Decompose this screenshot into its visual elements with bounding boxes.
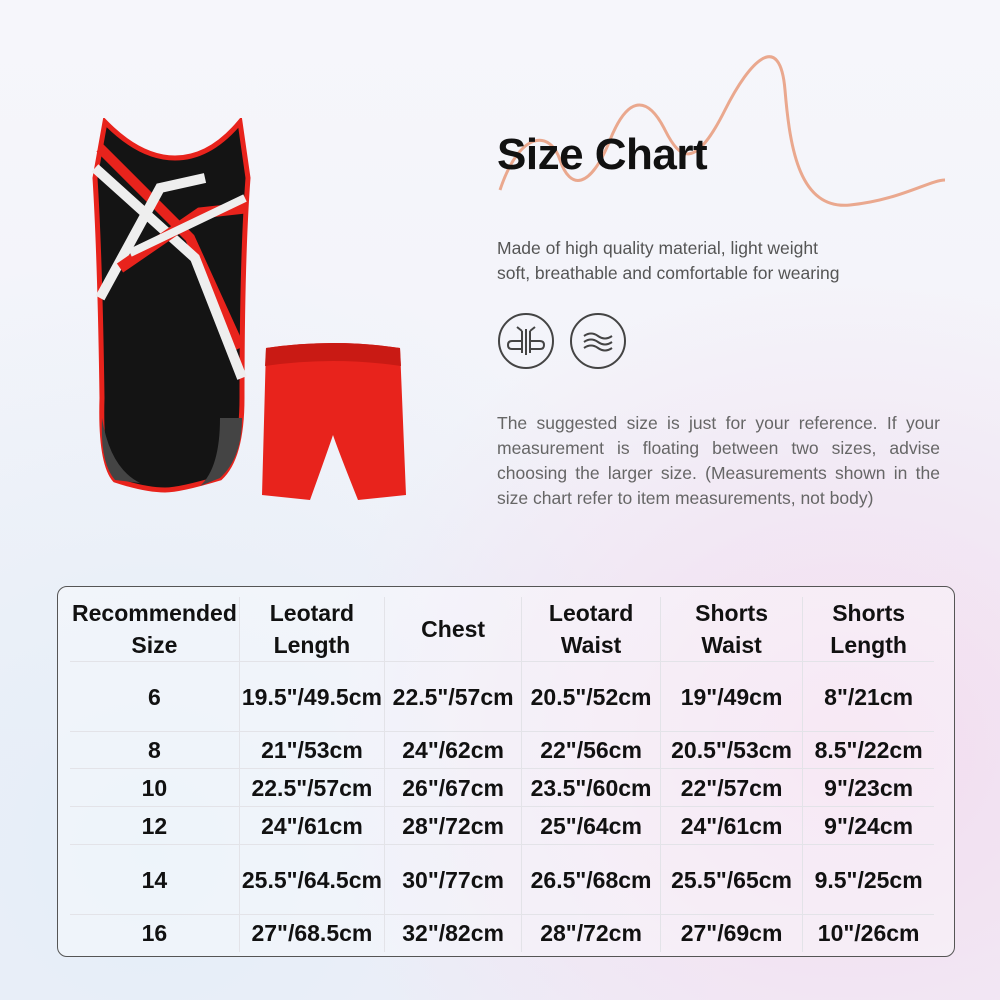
cell-chest: 30"/77cm [384, 844, 523, 915]
cell-shorts-waist: 22"/57cm [660, 768, 804, 807]
cell-leotard-length: 21"/53cm [239, 731, 385, 769]
soft-wave-icon [570, 313, 626, 369]
cell-shorts-length: 8.5"/22cm [802, 731, 934, 769]
cell-shorts-waist: 20.5"/53cm [660, 731, 804, 769]
description-line: Made of high quality material, light wei… [497, 238, 819, 258]
size-note: The suggested size is just for your refe… [497, 413, 940, 508]
cell-chest: 26"/67cm [384, 768, 523, 807]
cell-shorts-length: 9.5"/25cm [802, 844, 934, 915]
cell-shorts-length: 9"/24cm [802, 806, 934, 845]
page-title: Size Chart [497, 130, 708, 179]
header-chest: Chest [384, 597, 523, 662]
description-line: soft, breathable and comfortable for wea… [497, 263, 840, 283]
cell-size: 12 [70, 806, 240, 845]
table-row: 10 22.5"/57cm 26"/67cm 23.5"/60cm 22"/57cm 9"… [70, 768, 934, 807]
cell-leotard-waist: 20.5"/52cm [521, 661, 661, 732]
cell-chest: 32"/82cm [384, 914, 523, 952]
cell-size: 6 [70, 661, 240, 732]
decorative-curve [498, 55, 946, 207]
cell-size: 10 [70, 768, 240, 807]
header-recommended-size: Recommended Size [70, 597, 240, 662]
cell-chest: 24"/62cm [384, 731, 523, 769]
cell-leotard-length: 27"/68.5cm [239, 914, 385, 952]
cell-leotard-length: 19.5"/49.5cm [239, 661, 385, 732]
cell-shorts-length: 8"/21cm [802, 661, 934, 732]
cell-shorts-waist: 27"/69cm [660, 914, 804, 952]
table-row: 12 24"/61cm 28"/72cm 25"/64cm 24"/61cm 9"/24c… [70, 806, 934, 845]
cell-shorts-length: 9"/23cm [802, 768, 934, 807]
cell-leotard-waist: 23.5"/60cm [521, 768, 661, 807]
header-leotard-length: Leotard Length [239, 597, 385, 662]
cell-size: 16 [70, 914, 240, 952]
cell-leotard-waist: 28"/72cm [521, 914, 661, 952]
cell-leotard-length: 25.5"/64.5cm [239, 844, 385, 915]
size-table: Recommended Size Leotard Length Chest Le… [57, 586, 955, 957]
cell-chest: 28"/72cm [384, 806, 523, 845]
cell-leotard-waist: 25"/64cm [521, 806, 661, 845]
cell-leotard-waist: 26.5"/68cm [521, 844, 661, 915]
table-row: 8 21"/53cm 24"/62cm 22"/56cm 20.5"/53cm 8.5"/… [70, 731, 934, 769]
table-row: 14 25.5"/64.5cm 30"/77cm 26.5"/68cm 25.5"/65… [70, 844, 934, 915]
cell-size: 14 [70, 844, 240, 915]
cell-shorts-length: 10"/26cm [817, 920, 920, 947]
cell-size: 8 [70, 731, 240, 769]
header-leotard-waist: Leotard Waist [521, 597, 661, 662]
breathable-icon [498, 313, 554, 369]
header-shorts-waist: Shorts Waist [660, 597, 804, 662]
leotard-image [91, 118, 251, 493]
cell-shorts-waist: 19"/49cm [660, 661, 804, 732]
table-row: 6 19.5"/49.5cm 22.5"/57cm 20.5"/52cm 19"/49c… [70, 661, 934, 732]
cell-leotard-length: 22.5"/57cm [239, 768, 385, 807]
cell-leotard-waist: 22"/56cm [521, 731, 661, 769]
table-row: 16 27"/68.5cm 32"/82cm 28"/72cm 27"/69cm 10"/… [70, 914, 934, 952]
shorts-image [262, 343, 406, 500]
table-header-row: Recommended Size Leotard Length Chest Le… [70, 597, 934, 662]
cell-chest: 22.5"/57cm [384, 661, 523, 732]
description: Made of high quality material, light wei… [497, 236, 917, 286]
cell-shorts-waist: 25.5"/65cm [660, 844, 804, 915]
cell-shorts-waist: 24"/61cm [660, 806, 804, 845]
cell-leotard-length: 24"/61cm [239, 806, 385, 845]
header-shorts-length: Shorts Length [802, 597, 934, 662]
